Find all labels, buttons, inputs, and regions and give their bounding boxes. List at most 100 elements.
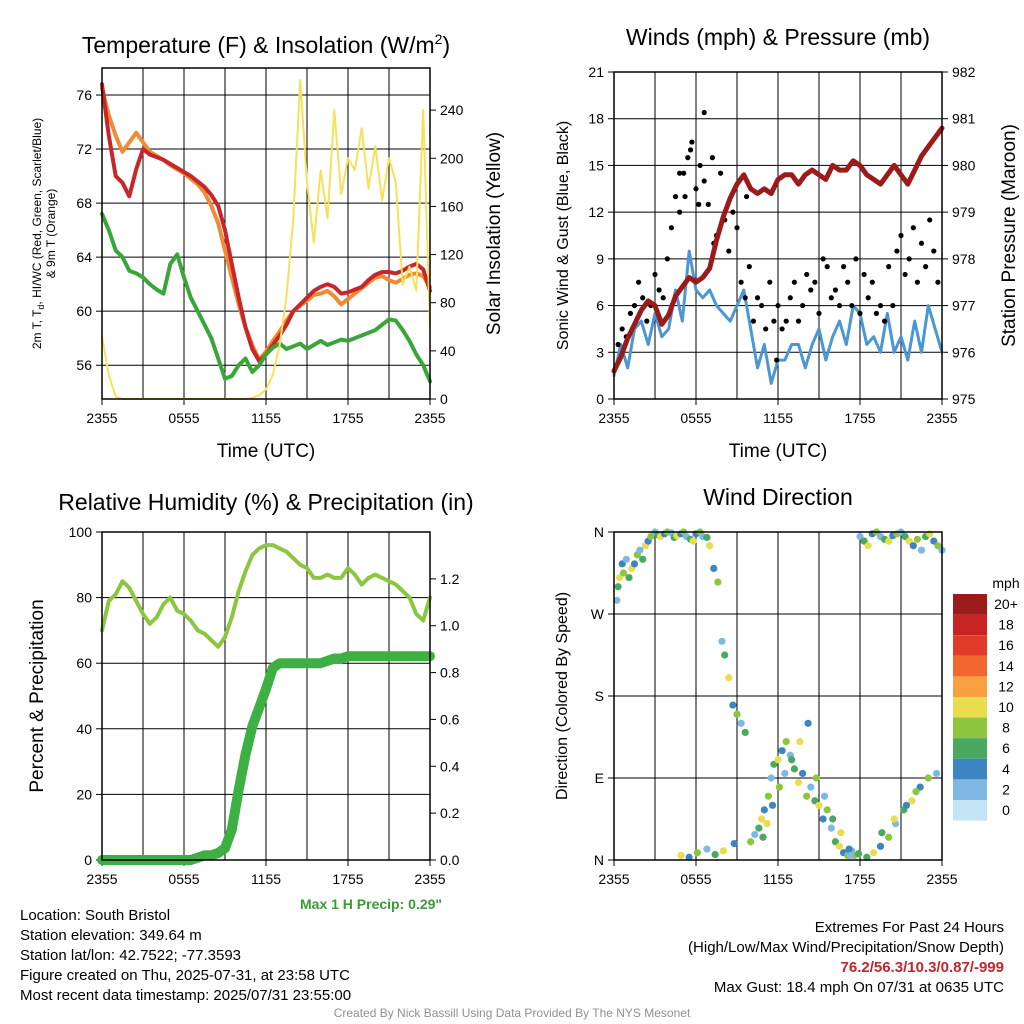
gust-point (894, 248, 900, 254)
gust-point (828, 295, 834, 301)
credit-text: Created By Nick Bassill Using Data Provi… (333, 1006, 691, 1020)
direction-point (622, 555, 630, 563)
y-tick-label-4: 72 (76, 141, 92, 157)
gust-point (931, 248, 937, 254)
gust-point (882, 318, 888, 324)
direction-point (639, 555, 647, 563)
direction-point (764, 792, 773, 800)
dir-title: Wind Direction (703, 484, 853, 510)
gust-point (734, 225, 740, 231)
legend-swatch (953, 779, 987, 800)
station-info: Location: South Bristol Station elevatio… (20, 906, 351, 1006)
direction-point (711, 850, 719, 859)
x-tick-label-0: 2355 (86, 410, 117, 426)
legend-label: 0 (1002, 802, 1010, 818)
direction-point (774, 756, 782, 764)
y-right-tick-label-2: 80 (440, 295, 456, 311)
gust-point (718, 170, 724, 176)
gust-point (779, 326, 785, 332)
x-tick-label-0: 2355 (598, 871, 629, 887)
y-right-tick-label-7: 982 (952, 64, 976, 80)
x-tick-label-2: 1155 (763, 871, 793, 887)
direction-point (827, 824, 835, 832)
direction-point (794, 778, 803, 787)
gust-point (902, 271, 908, 278)
direction-point (693, 849, 701, 857)
recent-text: Most recent data timestamp: 2025/07/31 2… (20, 987, 352, 1004)
gust-point (763, 326, 769, 332)
direction-point (685, 853, 693, 861)
gust-point (738, 279, 744, 285)
gust-point (652, 271, 658, 278)
plot-border (101, 531, 431, 861)
direction-point (835, 842, 844, 850)
gust-point (836, 302, 843, 309)
direction-point (855, 850, 863, 858)
wind-title: Winds (mph) & Pressure (mb) (626, 24, 930, 50)
y-right-tick-label-1: 976 (952, 344, 976, 360)
gust-point (845, 279, 851, 285)
direction-point (788, 756, 796, 764)
gust-point (631, 302, 638, 309)
legend-swatch (953, 594, 987, 615)
direction-point (636, 546, 644, 554)
x-tick-label-1: 0555 (168, 410, 199, 426)
gust-point (696, 201, 702, 207)
legend-label: 10 (998, 699, 1014, 715)
gust-point (824, 264, 830, 270)
direction-point (863, 853, 871, 861)
gust-point (697, 162, 703, 169)
gust-point (771, 318, 777, 324)
gust-point (636, 279, 642, 285)
legend-label: 18 (998, 617, 1014, 633)
legend-swatch (953, 800, 987, 821)
gust-point (841, 264, 847, 270)
direction-point (714, 578, 722, 586)
gust-point (869, 279, 875, 285)
gust-point (890, 302, 896, 309)
y-tick-label-2: 6 (596, 298, 604, 314)
direction-point (747, 838, 755, 846)
direction-point (767, 774, 775, 782)
extremes-subtitle: (High/Low/Max Wind/Precipitation/Snow De… (688, 939, 1004, 956)
gust-point (677, 170, 683, 176)
y-tick-label-3: 60 (76, 655, 92, 671)
direction-point (846, 851, 855, 860)
direction-point (781, 769, 789, 778)
direction-point (870, 849, 878, 857)
x-tick-label-3: 1755 (332, 410, 363, 426)
x-tick-label-1: 0555 (680, 410, 711, 426)
gust-point (910, 225, 916, 231)
direction-point (721, 651, 729, 659)
y-tick-label-0: N (594, 852, 604, 868)
gust-point (668, 225, 675, 231)
legend-swatch (953, 676, 987, 697)
y-tick-label-2: 40 (76, 721, 92, 737)
y-right-tick-label-6: 1.2 (440, 571, 460, 587)
extremes-info: Extremes For Past 24 Hours (High/Low/Max… (688, 918, 1004, 998)
direction-point (890, 815, 898, 823)
gust-point (687, 147, 694, 153)
gust-point (774, 357, 780, 363)
extremes-title: Extremes For Past 24 Hours (814, 919, 1004, 936)
y-tick-label-4: N (594, 524, 604, 540)
y-right-tick-label-3: 0.6 (440, 711, 460, 727)
elevation-text: Station elevation: 349.64 m (20, 927, 202, 944)
dir-ylabel: Direction (Colored By Speed) (554, 592, 571, 800)
direction-point (803, 792, 811, 800)
y-tick-label-0: 0 (84, 852, 92, 868)
direction-point (619, 569, 628, 577)
direction-point (924, 774, 932, 782)
x-tick-label-3: 1755 (332, 871, 363, 887)
wind-panel: Winds (mph) & Pressure (mb) 2355 0555 1155 1… (555, 24, 1020, 462)
y-right-tick-label-2: 977 (952, 298, 976, 314)
series-pressure (611, 125, 945, 374)
direction-point (703, 845, 711, 853)
gust-point (800, 302, 806, 309)
direction-point (729, 701, 737, 709)
legend-swatch (953, 635, 987, 656)
gust-point (656, 287, 662, 293)
direction-point (819, 815, 827, 823)
temp-title-sup: 2 (435, 31, 443, 47)
y-right-tick-label-0: 0 (440, 391, 448, 407)
